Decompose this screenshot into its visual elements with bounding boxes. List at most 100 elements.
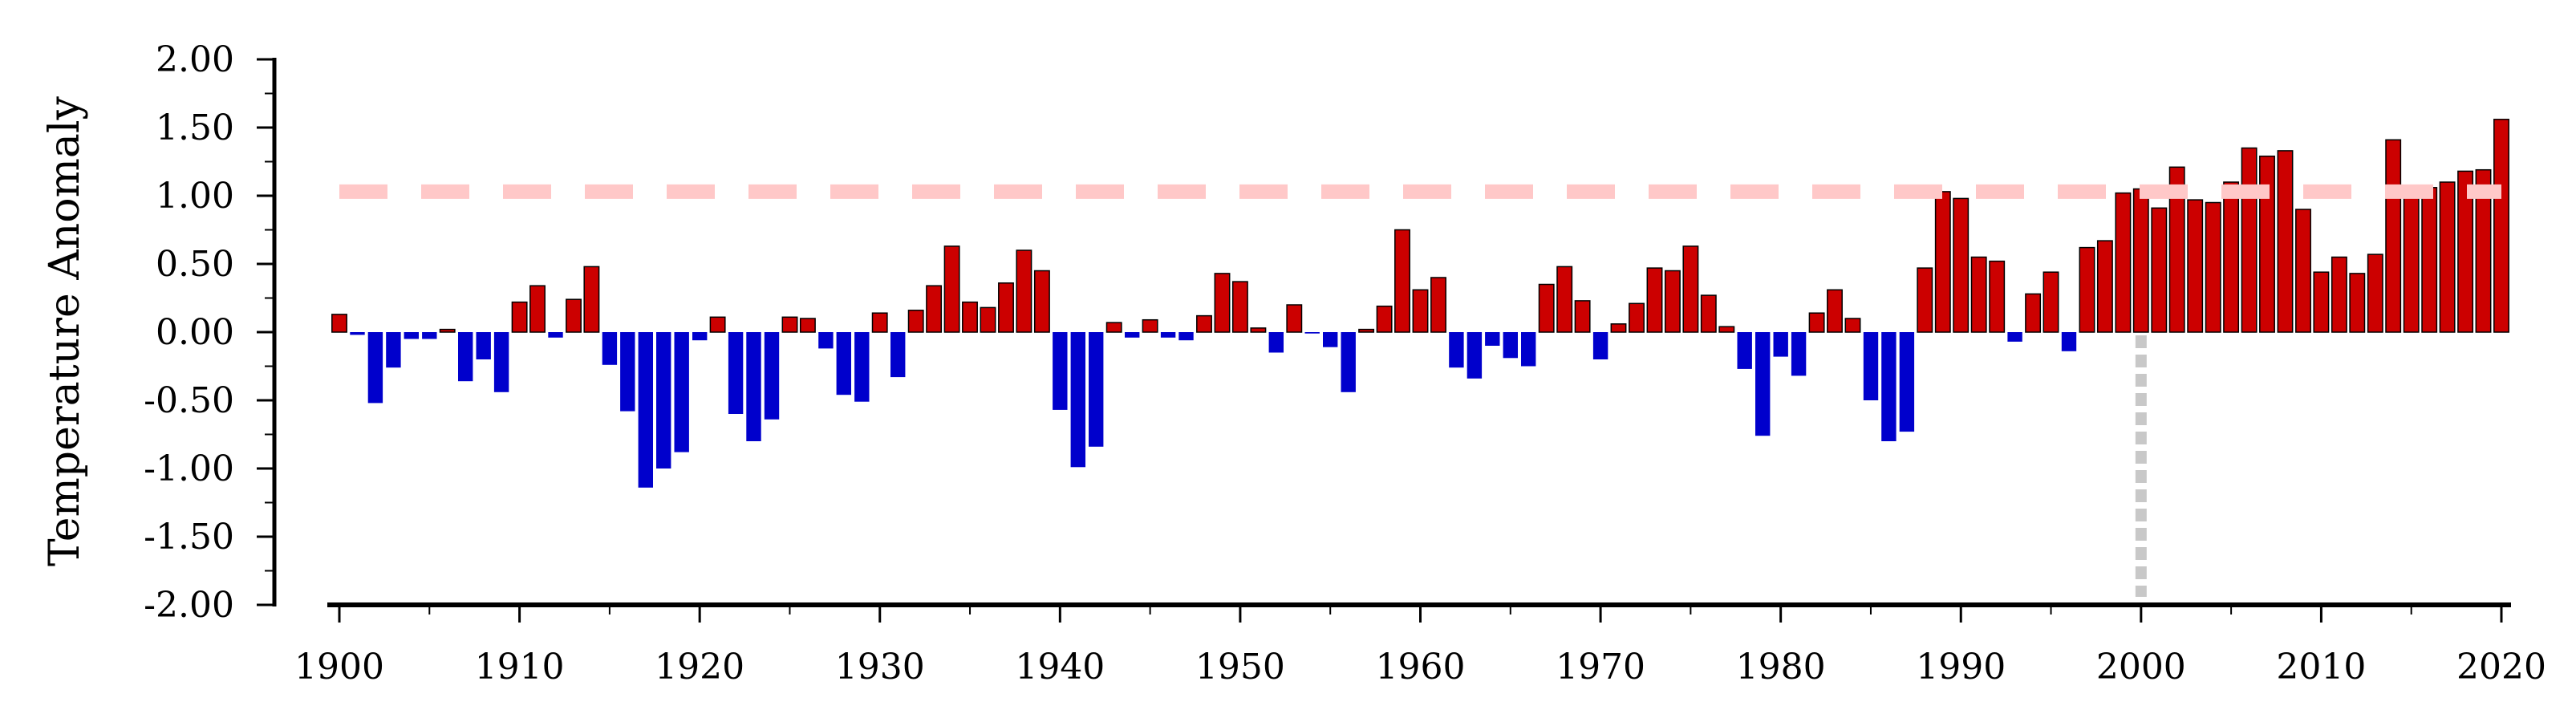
bar-2012 — [2349, 273, 2366, 333]
bar-1928 — [836, 332, 851, 395]
bar-2019 — [2475, 168, 2492, 333]
bar-1926 — [799, 318, 816, 333]
bar-2020 — [2493, 119, 2509, 333]
bar-2001 — [2151, 207, 2168, 333]
bar-1965 — [1503, 332, 1518, 359]
x-tick-label: 1930 — [835, 647, 925, 688]
x-tick-label: 2020 — [2456, 647, 2546, 688]
bar-1980 — [1773, 332, 1788, 357]
bar-1905 — [422, 332, 437, 339]
y-tick-label: 0.00 — [156, 312, 234, 353]
bar-1954 — [1304, 332, 1320, 334]
bar-2006 — [2241, 147, 2258, 333]
bar-1967 — [1538, 283, 1555, 333]
bar-1950 — [1231, 281, 1248, 333]
bar-1973 — [1646, 267, 1663, 333]
bar-1933 — [926, 285, 943, 333]
bar-1993 — [2007, 332, 2022, 342]
bar-2017 — [2439, 181, 2456, 333]
bar-1962 — [1449, 332, 1464, 368]
bar-1969 — [1574, 300, 1591, 333]
x-tick-label: 1940 — [1015, 647, 1105, 688]
bar-1958 — [1376, 305, 1393, 333]
bar-1913 — [566, 298, 582, 333]
x-tick-label: 1970 — [1556, 647, 1645, 688]
bar-1920 — [692, 332, 708, 341]
x-tick-label: 2010 — [2276, 647, 2366, 688]
bar-1903 — [386, 332, 401, 368]
bar-1956 — [1341, 332, 1356, 392]
bar-1960 — [1412, 289, 1429, 333]
bar-2008 — [2277, 150, 2294, 333]
bar-1925 — [781, 316, 798, 333]
bar-1930 — [871, 312, 888, 333]
bar-1917 — [638, 332, 653, 488]
bar-2010 — [2313, 271, 2330, 333]
bar-1910 — [511, 301, 528, 333]
bar-1914 — [583, 266, 600, 333]
bar-1998 — [2096, 240, 2113, 333]
bar-1915 — [602, 332, 618, 365]
bar-1957 — [1358, 328, 1375, 333]
y-tick-label: 2.00 — [156, 39, 234, 80]
y-axis-title: Temperature Anomaly — [41, 95, 89, 566]
bar-1951 — [1250, 327, 1267, 333]
y-tick-label: -1.50 — [144, 517, 234, 558]
bar-1994 — [2025, 293, 2042, 333]
bar-1945 — [1142, 318, 1158, 333]
bar-1916 — [620, 332, 635, 412]
bar-2009 — [2295, 209, 2311, 333]
bar-1968 — [1556, 266, 1573, 333]
bar-1964 — [1485, 332, 1500, 346]
x-tick-label: 1920 — [655, 647, 744, 688]
bar-1932 — [907, 310, 924, 333]
x-tick-label: 1960 — [1376, 647, 1466, 688]
y-tick-label: 1.00 — [156, 176, 234, 217]
bar-1966 — [1521, 332, 1536, 367]
bar-1949 — [1214, 273, 1231, 333]
bar-1992 — [1989, 260, 2006, 333]
x-tick-label: 1950 — [1195, 647, 1285, 688]
bar-2005 — [2223, 181, 2240, 333]
x-tick-label: 1990 — [1916, 647, 2006, 688]
x-tick-label: 2000 — [2096, 647, 2186, 688]
bar-2018 — [2457, 170, 2474, 333]
axes-group: 2.00 1.50 1.00 0.50 0.00 -0.50 -1.00 -1.50 -2.00… — [144, 39, 2546, 688]
bar-1996 — [2061, 332, 2077, 351]
bar-1983 — [1827, 289, 1843, 333]
bar-2004 — [2205, 201, 2221, 333]
bar-1948 — [1196, 314, 1212, 333]
bar-1999 — [2115, 192, 2132, 333]
bar-1981 — [1791, 332, 1807, 376]
bar-1988 — [1917, 267, 1933, 333]
bar-1976 — [1700, 294, 1717, 333]
bar-1974 — [1664, 270, 1681, 333]
bar-1922 — [728, 332, 744, 414]
bar-1943 — [1105, 322, 1122, 333]
y-tick-label: -2.00 — [144, 585, 234, 626]
bar-1978 — [1737, 332, 1752, 369]
bar-1912 — [548, 332, 563, 338]
bar-1924 — [764, 332, 780, 420]
bar-2007 — [2259, 155, 2275, 333]
bar-1911 — [529, 285, 546, 333]
bar-1901 — [350, 332, 365, 335]
bar-1975 — [1682, 245, 1699, 333]
y-tick-label: 0.50 — [156, 244, 234, 285]
bar-2003 — [2187, 199, 2204, 333]
bar-1907 — [458, 332, 473, 382]
bar-1944 — [1125, 332, 1140, 338]
bar-1986 — [1881, 332, 1897, 441]
bar-1989 — [1934, 191, 1951, 333]
bar-2002 — [2168, 166, 2185, 333]
bar-2015 — [2403, 196, 2420, 333]
bar-1939 — [1033, 270, 1050, 333]
bar-1984 — [1844, 318, 1861, 333]
bar-1982 — [1808, 312, 1825, 333]
bar-1941 — [1070, 332, 1085, 468]
x-tick-label: 1980 — [1736, 647, 1826, 688]
bar-1995 — [2043, 271, 2059, 333]
bar-1923 — [746, 332, 761, 441]
y-tick-label: -1.00 — [144, 448, 234, 489]
bar-1990 — [1953, 197, 1970, 333]
